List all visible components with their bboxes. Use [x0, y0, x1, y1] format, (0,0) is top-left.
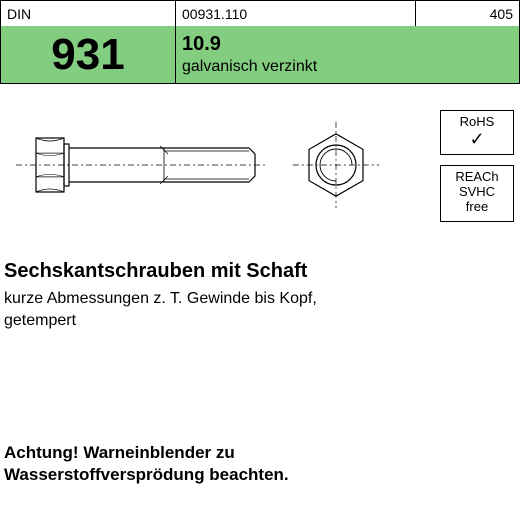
header-code: 00931.110	[182, 6, 247, 22]
spec-row: 931 10.9 galvanisch verzinkt	[0, 26, 520, 84]
product-title: Sechskantschrauben mit Schaft	[4, 260, 307, 283]
spec-sheet: DIN 00931.110 405 931 10.9 galvanisch ve…	[0, 0, 520, 520]
warning-line1: Achtung! Warneinblender zu	[4, 443, 235, 462]
warning-line2: Wasserstoffversprödung beachten.	[4, 465, 289, 484]
desc-line1: kurze Abmessungen z. T. Gewinde bis Kopf…	[4, 290, 317, 307]
grade: 10.9	[182, 33, 513, 56]
rohs-badge: RoHS ✓	[440, 110, 514, 155]
check-icon: ✓	[443, 130, 511, 148]
rohs-label: RoHS	[443, 115, 511, 130]
finish: galvanisch verzinkt	[182, 58, 513, 76]
body: RoHS ✓ REACh SVHC free Sechskantschraube…	[0, 84, 520, 428]
header-number: 405	[490, 6, 513, 22]
standard-number: 931	[51, 33, 124, 77]
product-description: kurze Abmessungen z. T. Gewinde bis Kopf…	[4, 288, 404, 331]
desc-line2: getempert	[4, 312, 76, 329]
header-row: DIN 00931.110 405	[0, 0, 520, 26]
reach-badge: REACh SVHC free	[440, 165, 514, 222]
bolt-drawing	[6, 98, 426, 248]
badges: RoHS ✓ REACh SVHC free	[440, 110, 514, 232]
reach-line1: REACh	[443, 170, 511, 185]
header-number-cell: 405	[416, 1, 519, 26]
grade-finish-cell: 10.9 galvanisch verzinkt	[176, 26, 519, 83]
warning-text: Achtung! Warneinblender zu Wasserstoffve…	[4, 442, 504, 486]
header-code-cell: 00931.110	[176, 1, 416, 26]
header-standard-cell: DIN	[1, 1, 176, 26]
reach-line2: SVHC	[443, 185, 511, 200]
standard-number-cell: 931	[1, 26, 176, 83]
header-standard-label: DIN	[7, 6, 31, 22]
reach-line3: free	[443, 200, 511, 215]
